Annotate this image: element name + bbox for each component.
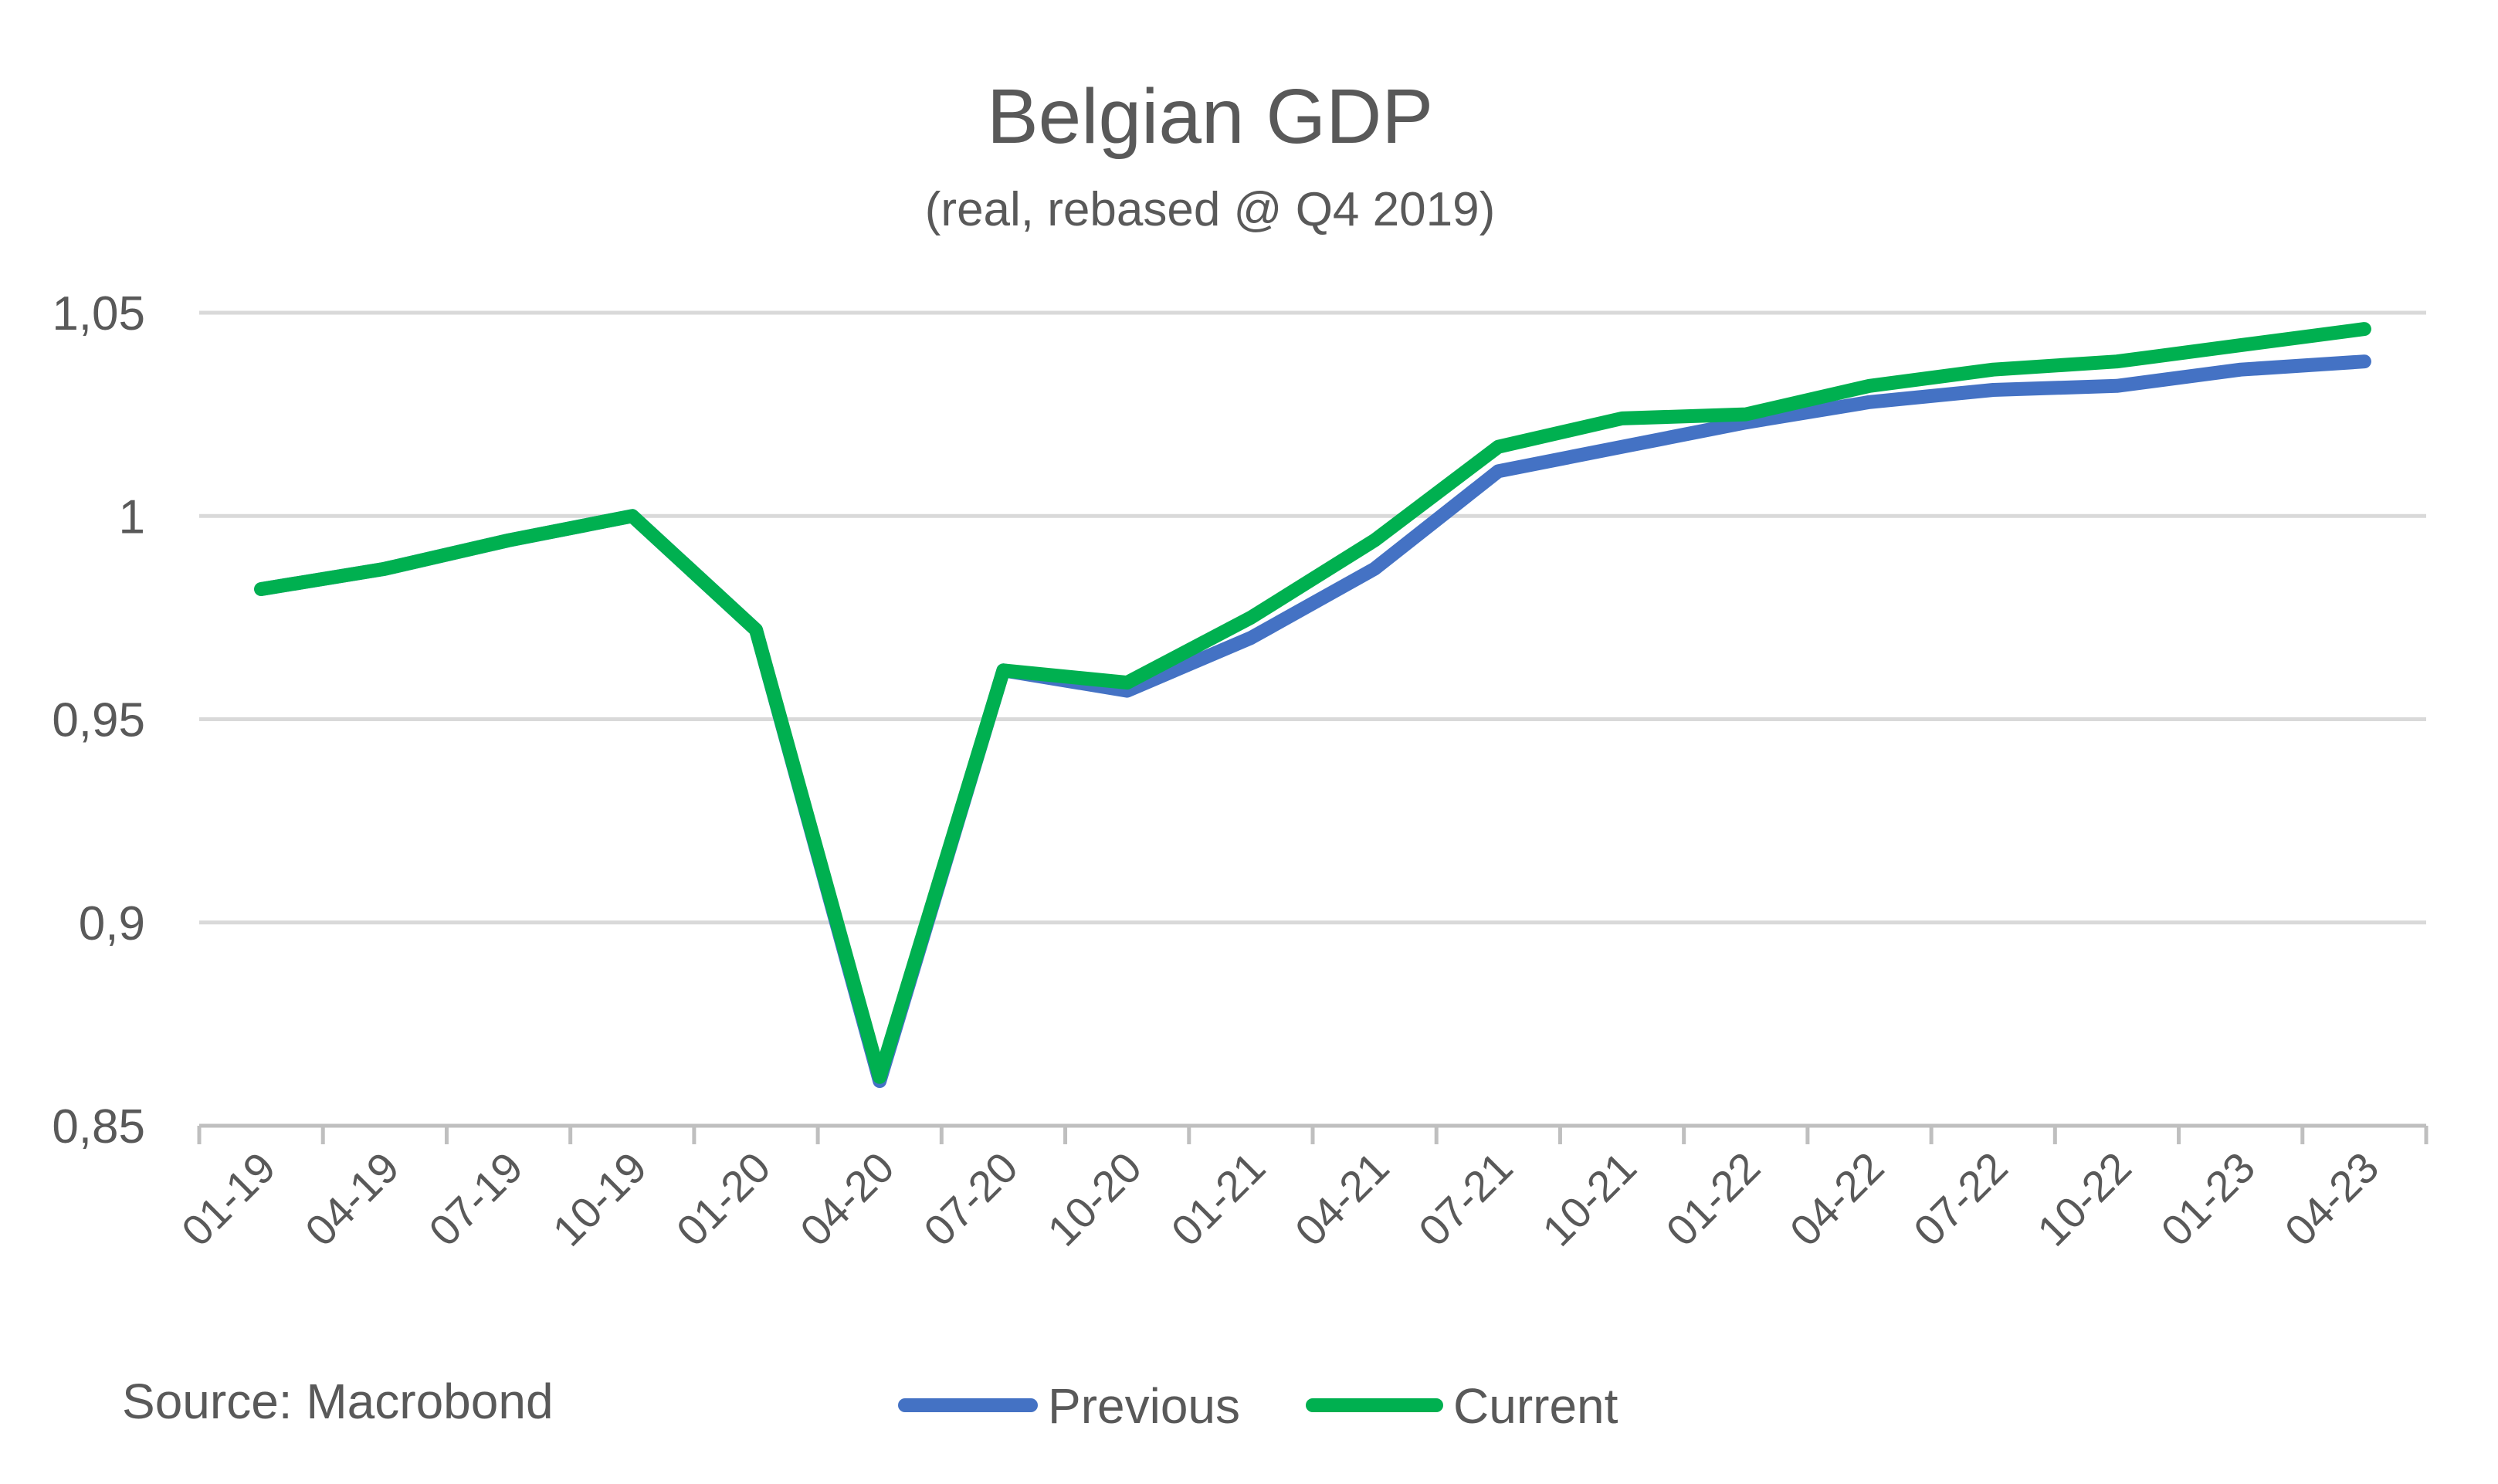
legend-item-current: Current — [1306, 1378, 1618, 1434]
legend-item-previous: Previous — [898, 1378, 1240, 1434]
x-tick-label: 04-19 — [296, 1143, 408, 1255]
x-tick-label: 07-21 — [1409, 1143, 1522, 1255]
x-tick-label: 07-20 — [914, 1143, 1027, 1255]
x-tick-label: 10-20 — [1038, 1143, 1151, 1255]
x-tick-label: 07-19 — [419, 1143, 532, 1255]
gridlines — [199, 310, 2426, 925]
y-axis: 0,85 0,9 0,95 1 1,05 — [52, 287, 145, 1154]
x-tick-label: 01-20 — [667, 1143, 780, 1255]
x-axis: 01-19 04-19 07-19 10-19 01-20 04-20 07-20 10-20… — [172, 1123, 2429, 1255]
x-tick-label: 04-20 — [791, 1143, 903, 1255]
legend: Previous Current — [898, 1378, 1618, 1434]
x-tick-label: 01-22 — [1656, 1143, 1769, 1255]
x-tick-label: 10-21 — [1533, 1143, 1646, 1255]
source-note: Source: Macrobond — [122, 1374, 554, 1429]
chart-subtitle: (real, rebased @ Q4 2019) — [925, 183, 1495, 236]
legend-label-previous: Previous — [1048, 1378, 1240, 1434]
x-tick-label: 04-21 — [1286, 1143, 1398, 1255]
x-tick-label: 07-22 — [1904, 1143, 2017, 1255]
x-tick-label: 04-23 — [2276, 1143, 2388, 1255]
x-tick-label: 01-19 — [172, 1143, 285, 1255]
x-tick-label: 10-22 — [2028, 1143, 2140, 1255]
x-tick-label: 10-19 — [543, 1143, 656, 1255]
x-tick-label: 01-23 — [2151, 1143, 2264, 1255]
legend-label-current: Current — [1453, 1378, 1618, 1434]
y-tick-label: 0,9 — [79, 897, 145, 950]
y-tick-label: 0,95 — [52, 694, 145, 747]
y-tick-label: 1,05 — [52, 287, 145, 341]
y-tick-label: 1 — [119, 490, 145, 544]
series-lines — [254, 322, 2371, 1089]
chart-title: Belgian GDP — [987, 73, 1433, 160]
series-line-current — [254, 322, 2371, 1084]
x-tick-label: 01-21 — [1162, 1143, 1275, 1255]
y-tick-label: 0,85 — [52, 1100, 145, 1154]
series-line-previous — [254, 354, 2371, 1089]
x-tick-label: 04-22 — [1781, 1143, 1893, 1255]
